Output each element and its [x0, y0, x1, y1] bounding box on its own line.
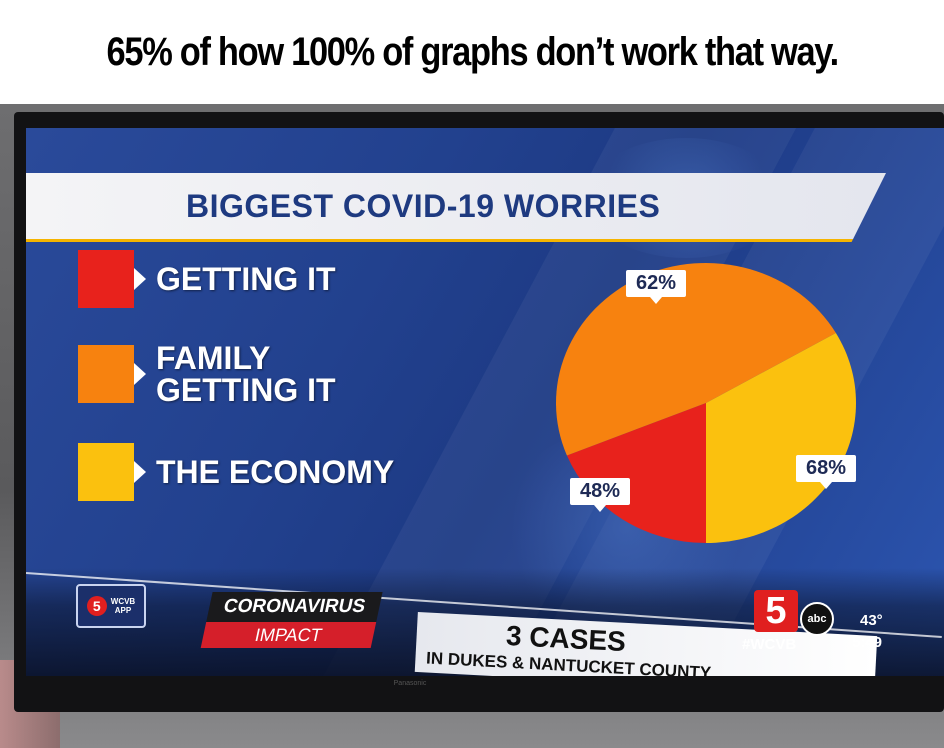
legend-item-family-getting-it: FAMILY GETTING IT	[78, 342, 336, 406]
pie-slice-getting-it	[566, 403, 706, 543]
segment-subtitle: IMPACT	[200, 622, 377, 648]
legend-item-getting-it: GETTING IT	[78, 250, 336, 308]
pie-slice-the-economy	[706, 333, 856, 543]
hashtag: #WCVB	[742, 636, 797, 653]
wcvb-app-badge: 5 WCVB APP	[76, 584, 146, 628]
legend-item-the-economy: THE ECONOMY	[78, 443, 394, 501]
station-number-badge: 5	[86, 596, 107, 616]
legend-swatch	[78, 345, 146, 403]
tv-screen: BIGGEST COVID-19 WORRIES GETTING IT FAMI…	[26, 128, 944, 676]
segment-title: CORONAVIRUS	[206, 592, 383, 622]
legend-label: THE ECONOMY	[156, 454, 395, 490]
chart-title: BIGGEST COVID-19 WORRIES	[186, 188, 661, 224]
network-logo: abc	[800, 602, 834, 636]
tv-brand: Panasonic	[393, 680, 427, 687]
legend-label: FAMILY GETTING IT	[156, 340, 336, 408]
headline: 3 CASES	[505, 619, 627, 658]
legend-swatch	[78, 250, 146, 308]
pie-data-label-family-getting-it: 62%	[626, 270, 687, 304]
pie-slice-family-getting-it	[556, 263, 836, 456]
meme-caption: 65% of how 100% of graphs don’t work tha…	[106, 29, 839, 74]
legend-swatch	[78, 443, 146, 501]
meme-caption-bar: 65% of how 100% of graphs don’t work tha…	[0, 0, 944, 104]
temperature: 43°	[860, 612, 883, 629]
app-badge-text: WCVB APP	[110, 597, 136, 615]
segment-badge: CORONAVIRUS IMPACT	[199, 592, 383, 654]
station-logo: 5	[754, 590, 798, 632]
pie-data-label-getting-it: 48%	[570, 478, 631, 512]
chart-title-banner	[26, 173, 886, 242]
legend-label: GETTING IT	[156, 261, 336, 297]
clock: 5:49	[852, 634, 883, 651]
pie-data-label-the-economy: 68%	[796, 455, 857, 489]
pie-chart	[556, 263, 856, 543]
